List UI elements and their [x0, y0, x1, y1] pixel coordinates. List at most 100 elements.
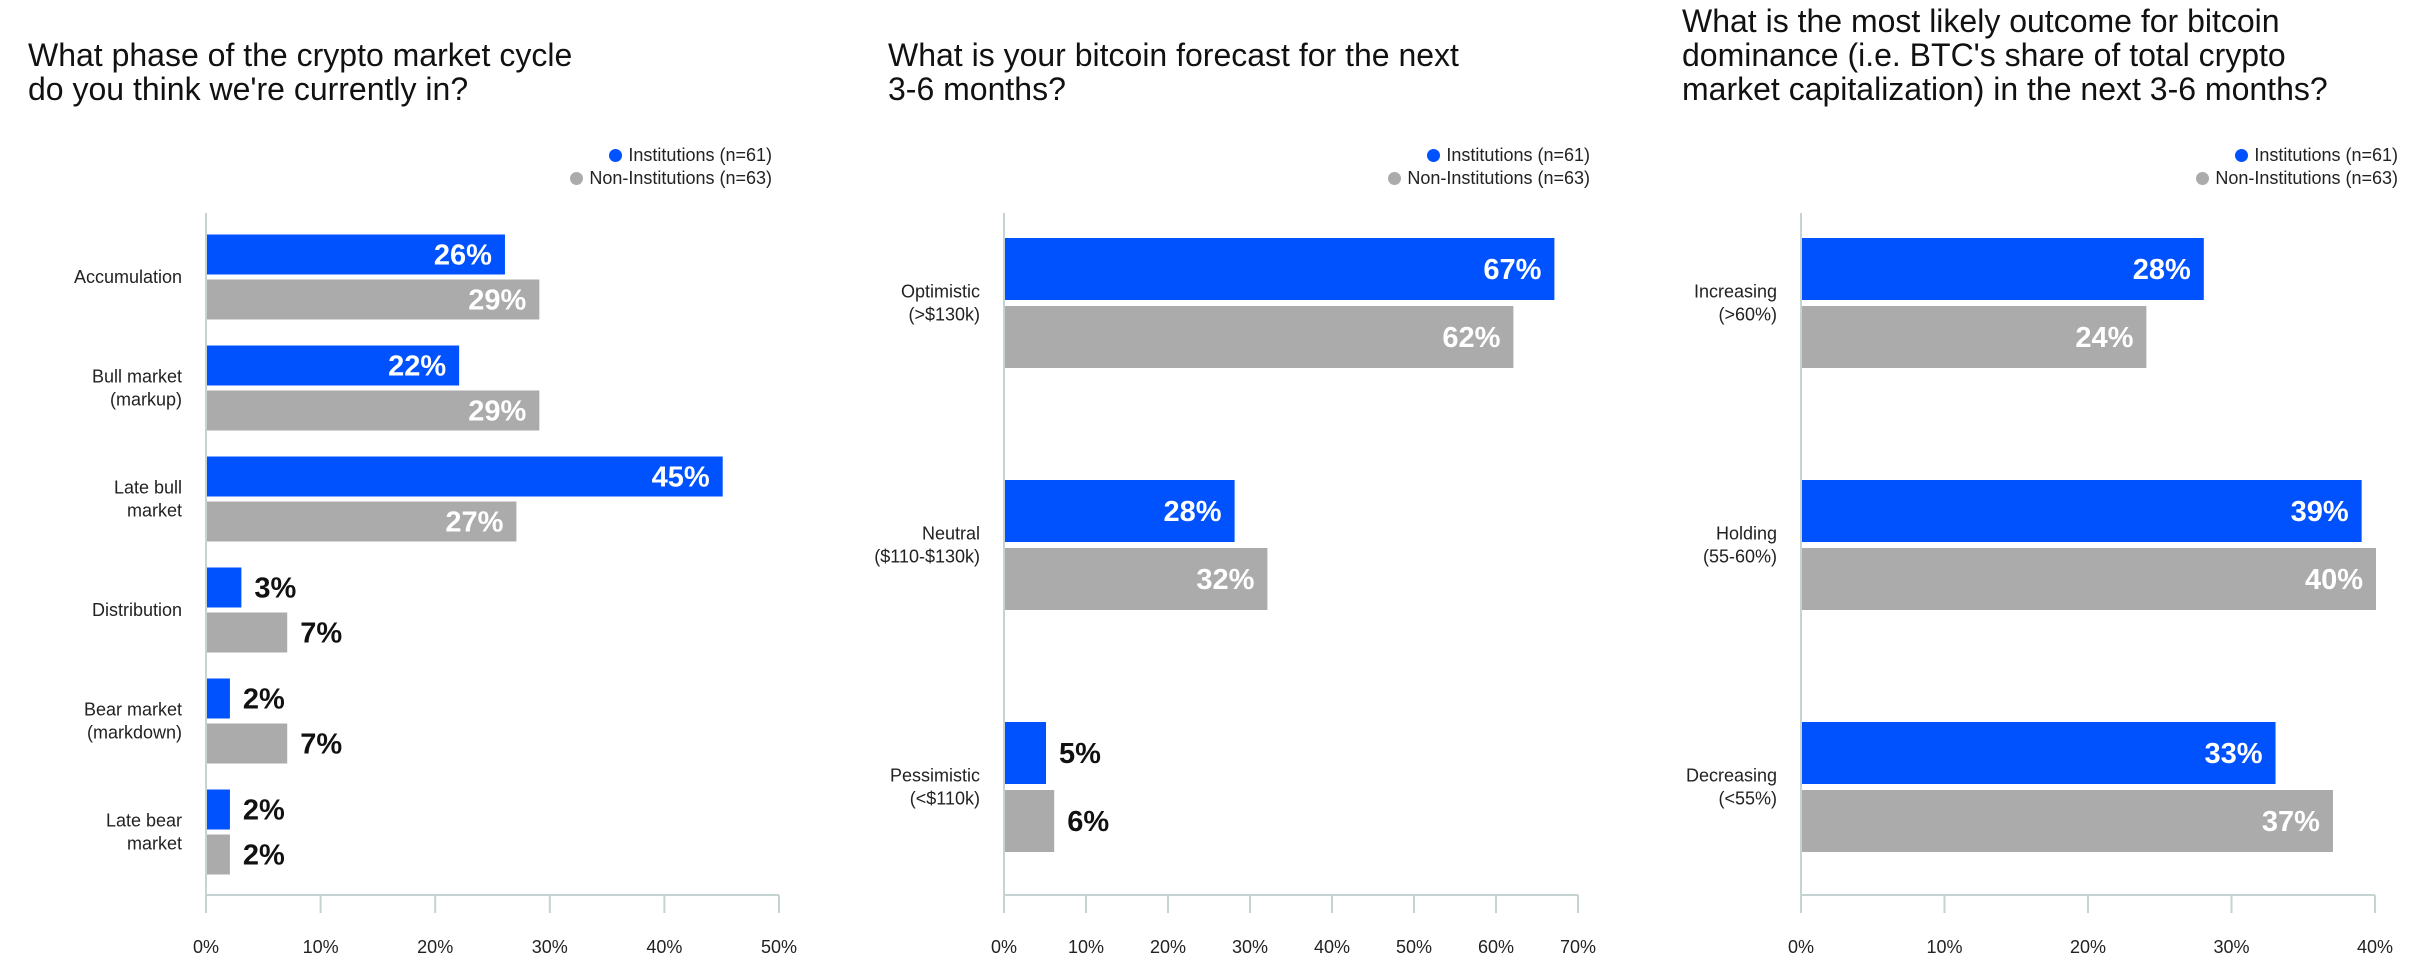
data-label: 6% — [1067, 806, 1109, 838]
data-label: 26% — [434, 240, 492, 272]
chart-legend: Institutions (n=61) Non-Institutions (n=… — [2098, 144, 2398, 190]
bar-institutions — [207, 345, 460, 386]
category-label: Decreasing (<55%) — [1686, 766, 1777, 809]
data-label: 29% — [468, 396, 526, 428]
bar-institutions — [1802, 238, 2204, 300]
bar-non-institutions — [207, 390, 540, 431]
legend-label: Non-Institutions (n=63) — [589, 168, 772, 188]
category-label: Late bull market — [114, 478, 182, 521]
category-label: Holding (55-60%) — [1703, 524, 1777, 567]
data-label: 40% — [2305, 564, 2363, 596]
x-tick-label: 20% — [2070, 937, 2106, 957]
x-tick-label: 30% — [1232, 937, 1268, 957]
x-tick-label: 40% — [2357, 937, 2393, 957]
chart-legend: Institutions (n=61) Non-Institutions (n=… — [1290, 144, 1590, 190]
legend-label: Non-Institutions (n=63) — [2215, 168, 2398, 188]
x-tick-label: 30% — [2213, 937, 2249, 957]
bar-institutions — [207, 567, 242, 608]
bar-non-institutions — [1802, 790, 2333, 852]
legend-dot-institutions-icon — [1427, 149, 1441, 162]
legend-label: Institutions (n=61) — [2254, 145, 2398, 165]
bar-non-institutions — [207, 612, 288, 653]
x-tick-label: 10% — [1926, 937, 1962, 957]
category-label: Increasing (>60%) — [1694, 282, 1777, 325]
x-tick-label: 0% — [1788, 937, 1814, 957]
bar-non-institutions — [207, 501, 517, 542]
category-label: Distribution — [92, 600, 182, 620]
data-label: 28% — [1164, 496, 1222, 528]
data-label: 5% — [1059, 738, 1101, 770]
data-label: 33% — [2205, 738, 2263, 770]
x-tick-label: 0% — [991, 937, 1017, 957]
bar-institutions — [207, 456, 723, 497]
bar-non-institutions — [1005, 548, 1268, 610]
data-label: 29% — [468, 285, 526, 317]
bar-institutions — [207, 678, 230, 719]
x-tick-label: 0% — [193, 937, 219, 957]
legend-label: Non-Institutions (n=63) — [1407, 168, 1590, 188]
legend-dot-institutions-icon — [2235, 149, 2249, 162]
bar-institutions — [1005, 238, 1555, 300]
data-label: 22% — [388, 351, 446, 383]
bar-institutions — [1802, 480, 2362, 542]
data-label: 28% — [2133, 254, 2191, 286]
chart-title: What is the most likely outcome for bitc… — [1682, 3, 2328, 107]
chart-title: What is your bitcoin forecast for the ne… — [888, 37, 1459, 107]
category-label: Accumulation — [74, 267, 182, 287]
x-tick-label: 50% — [1396, 937, 1432, 957]
data-label: 45% — [652, 462, 710, 494]
bar-institutions — [1005, 480, 1235, 542]
data-label: 3% — [254, 573, 296, 605]
legend-item-institutions: Institutions (n=61) — [1290, 144, 1590, 167]
bar-non-institutions — [207, 279, 540, 320]
bar-non-institutions — [1802, 548, 2376, 610]
legend-dot-non-institutions-icon — [1388, 172, 1402, 185]
data-label: 2% — [243, 684, 285, 716]
x-tick-label: 70% — [1560, 937, 1596, 957]
bar-non-institutions — [1005, 306, 1514, 368]
x-tick-label: 20% — [1150, 937, 1186, 957]
category-label: Pessimistic (<$110k) — [890, 766, 980, 809]
data-label: 62% — [1442, 322, 1500, 354]
chart-legend: Institutions (n=61) Non-Institutions (n=… — [472, 144, 772, 190]
category-label: Optimistic (>$130k) — [901, 282, 980, 325]
legend-item-non-institutions: Non-Institutions (n=63) — [2098, 167, 2398, 190]
category-label: Bull market (markup) — [92, 367, 182, 410]
category-label: Late bear market — [106, 811, 182, 854]
legend-dot-non-institutions-icon — [2196, 172, 2210, 185]
bar-non-institutions — [207, 723, 288, 764]
legend-label: Institutions (n=61) — [628, 145, 772, 165]
category-label: Bear market (markdown) — [84, 700, 182, 743]
legend-item-institutions: Institutions (n=61) — [2098, 144, 2398, 167]
bar-institutions — [1802, 722, 2276, 784]
data-label: 27% — [445, 507, 503, 539]
legend-item-non-institutions: Non-Institutions (n=63) — [472, 167, 772, 190]
x-tick-label: 60% — [1478, 937, 1514, 957]
x-tick-label: 40% — [1314, 937, 1350, 957]
x-tick-label: 10% — [303, 937, 339, 957]
data-label: 32% — [1196, 564, 1254, 596]
data-label: 67% — [1483, 254, 1541, 286]
legend-item-non-institutions: Non-Institutions (n=63) — [1290, 167, 1590, 190]
x-tick-label: 30% — [532, 937, 568, 957]
data-label: 2% — [243, 795, 285, 827]
bar-chart-btc-dominance: 0% 10% 20% 30% 40% Increasing (>60%) 28% 24% Hold… — [1686, 213, 2393, 957]
data-label: 39% — [2291, 496, 2349, 528]
bar-chart-market-cycle: 0% 10% 20% 30% 40% 50% Accumulation 26% 29% Bull … — [74, 213, 797, 957]
bar-institutions — [207, 789, 230, 830]
chart-title: What phase of the crypto market cycle do… — [28, 37, 573, 107]
data-label: 24% — [2075, 322, 2133, 354]
bar-chart-bitcoin-forecast: 0% 10% 20% 30% 40% 50% 60% 70% Optimistic (>$130k… — [874, 213, 1596, 957]
bar-non-institutions — [207, 834, 230, 875]
x-tick-label: 40% — [646, 937, 682, 957]
legend-label: Institutions (n=61) — [1446, 145, 1590, 165]
data-label: 37% — [2262, 806, 2320, 838]
legend-dot-non-institutions-icon — [570, 172, 584, 185]
x-tick-label: 50% — [761, 937, 797, 957]
category-label: Neutral ($110-$130k) — [874, 524, 980, 567]
bar-institutions — [1005, 722, 1046, 784]
bar-institutions — [207, 234, 505, 275]
legend-dot-institutions-icon — [609, 149, 623, 162]
bar-non-institutions — [1005, 790, 1055, 852]
